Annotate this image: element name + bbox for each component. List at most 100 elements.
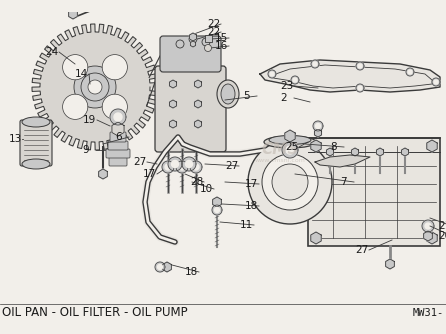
Polygon shape [386,259,394,269]
Polygon shape [313,62,317,66]
FancyBboxPatch shape [110,132,126,142]
Text: 24: 24 [45,47,58,57]
Polygon shape [215,207,219,212]
Polygon shape [376,148,384,156]
Text: 27: 27 [225,161,238,171]
Ellipse shape [22,159,50,169]
FancyBboxPatch shape [20,120,52,166]
Polygon shape [32,24,158,150]
Text: 6: 6 [115,132,122,142]
Text: OIL PAN - OIL FILTER - OIL PUMP: OIL PAN - OIL FILTER - OIL PUMP [2,307,188,320]
Text: 25: 25 [285,142,298,152]
Polygon shape [212,205,222,215]
Polygon shape [293,78,297,82]
Polygon shape [186,161,193,167]
Polygon shape [176,161,188,173]
Ellipse shape [221,84,235,104]
Text: 14: 14 [75,69,88,79]
Circle shape [88,80,102,94]
FancyBboxPatch shape [109,156,127,166]
Text: 17: 17 [245,179,258,189]
Text: www.cmsnl.com: www.cmsnl.com [255,159,306,164]
Polygon shape [358,64,362,68]
Circle shape [62,94,88,119]
Polygon shape [425,223,431,229]
Text: 22: 22 [207,27,220,37]
Polygon shape [169,120,177,128]
Polygon shape [190,161,202,173]
Polygon shape [194,120,202,128]
Polygon shape [157,265,162,270]
Polygon shape [311,60,319,68]
Polygon shape [313,121,323,131]
Polygon shape [291,76,299,84]
Circle shape [74,66,116,108]
Polygon shape [286,146,294,154]
Circle shape [262,154,318,210]
Polygon shape [285,130,295,142]
Polygon shape [163,262,171,272]
Polygon shape [190,41,196,47]
Circle shape [81,73,109,101]
Text: 5: 5 [243,91,250,101]
Polygon shape [155,262,165,272]
Polygon shape [311,140,321,152]
Polygon shape [69,9,77,19]
FancyBboxPatch shape [106,149,130,158]
Polygon shape [172,161,178,167]
Circle shape [205,44,211,51]
Text: 28: 28 [190,177,203,187]
Polygon shape [162,161,174,173]
Text: 22: 22 [207,19,220,29]
Text: 11: 11 [240,220,253,230]
Polygon shape [114,113,122,121]
Polygon shape [427,232,437,244]
Polygon shape [326,148,334,156]
Polygon shape [169,100,177,108]
Polygon shape [356,62,364,70]
Text: 16: 16 [215,41,228,51]
Polygon shape [432,78,440,86]
Text: CMS: CMS [261,143,299,158]
Text: 9: 9 [82,145,89,155]
Polygon shape [408,70,412,74]
Polygon shape [194,80,202,88]
Text: 8: 8 [330,142,337,152]
Polygon shape [434,80,438,84]
Polygon shape [270,72,274,76]
Polygon shape [260,60,440,92]
Polygon shape [315,124,321,129]
Text: 21: 21 [438,221,446,231]
Text: 27: 27 [133,157,146,167]
Polygon shape [169,80,177,88]
Text: 19: 19 [83,115,96,125]
Ellipse shape [22,117,50,127]
Polygon shape [406,68,414,76]
Polygon shape [110,109,126,125]
Circle shape [176,40,184,48]
Polygon shape [401,148,409,156]
FancyBboxPatch shape [205,35,212,42]
FancyBboxPatch shape [160,36,221,72]
FancyBboxPatch shape [308,138,440,246]
Polygon shape [190,33,197,41]
Circle shape [102,54,128,80]
Text: 17: 17 [143,169,156,179]
Polygon shape [311,232,321,244]
Text: 18: 18 [185,267,198,277]
Ellipse shape [269,136,311,145]
Polygon shape [168,157,182,171]
Circle shape [189,35,197,43]
Circle shape [248,140,332,224]
Polygon shape [194,100,202,108]
Circle shape [202,38,210,46]
Polygon shape [165,164,171,170]
Polygon shape [424,231,432,241]
Ellipse shape [217,80,239,108]
Polygon shape [179,164,185,170]
Text: 7: 7 [340,177,347,187]
Text: MW31-: MW31- [413,308,444,318]
Polygon shape [99,169,107,179]
Text: 15: 15 [215,33,228,43]
Text: 10: 10 [200,184,213,194]
